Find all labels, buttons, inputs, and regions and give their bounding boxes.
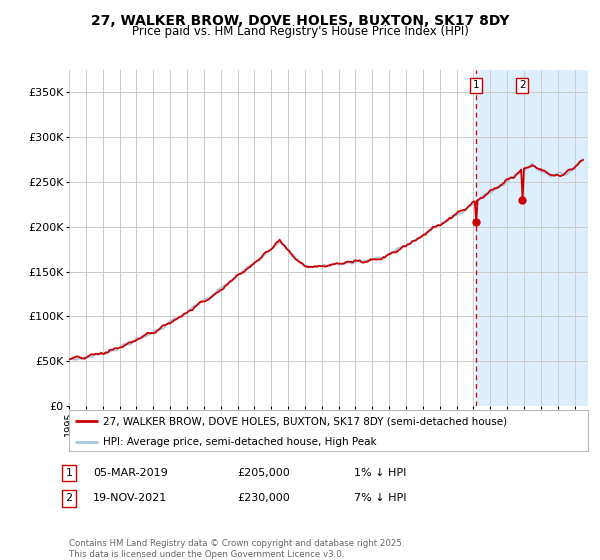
Text: 2: 2	[65, 493, 73, 503]
Text: 27, WALKER BROW, DOVE HOLES, BUXTON, SK17 8DY: 27, WALKER BROW, DOVE HOLES, BUXTON, SK1…	[91, 14, 509, 28]
Text: 27, WALKER BROW, DOVE HOLES, BUXTON, SK17 8DY (semi-detached house): 27, WALKER BROW, DOVE HOLES, BUXTON, SK1…	[103, 417, 507, 426]
Text: Contains HM Land Registry data © Crown copyright and database right 2025.
This d: Contains HM Land Registry data © Crown c…	[69, 539, 404, 559]
Text: Price paid vs. HM Land Registry's House Price Index (HPI): Price paid vs. HM Land Registry's House …	[131, 25, 469, 38]
Text: 1: 1	[473, 80, 479, 90]
Text: 1% ↓ HPI: 1% ↓ HPI	[354, 468, 406, 478]
Text: 1: 1	[65, 468, 73, 478]
Text: £230,000: £230,000	[237, 493, 290, 503]
Text: 19-NOV-2021: 19-NOV-2021	[93, 493, 167, 503]
Text: £205,000: £205,000	[237, 468, 290, 478]
Text: 7% ↓ HPI: 7% ↓ HPI	[354, 493, 407, 503]
Text: 05-MAR-2019: 05-MAR-2019	[93, 468, 168, 478]
Text: HPI: Average price, semi-detached house, High Peak: HPI: Average price, semi-detached house,…	[103, 437, 376, 446]
Bar	[476, 70, 588, 406]
Text: 2: 2	[519, 80, 526, 90]
